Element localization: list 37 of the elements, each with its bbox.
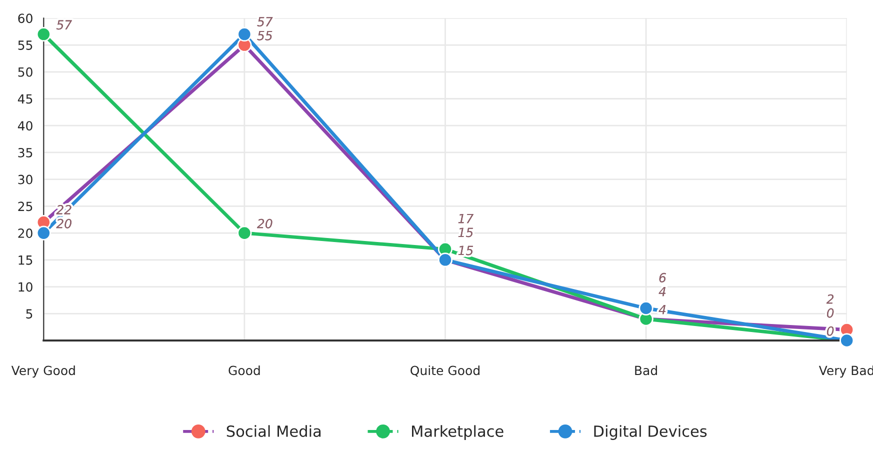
point xyxy=(36,226,51,240)
x-tick-label: Bad xyxy=(635,366,657,376)
data-label: 22 xyxy=(56,205,72,214)
y-tick-label: 15 xyxy=(18,256,32,265)
x-tick-label: Good xyxy=(228,366,260,376)
y-tick-label: 30 xyxy=(18,174,32,184)
y-tick-label: 40 xyxy=(18,121,32,131)
legend-label: Digital Devices xyxy=(594,425,707,440)
data-label: 55 xyxy=(257,31,272,40)
legend-label: Social Media xyxy=(226,425,321,437)
data-label: 20 xyxy=(256,218,272,228)
x-tick-label: Quite Good xyxy=(410,366,480,377)
y-tick-label: 60 xyxy=(18,14,32,24)
legend-label: Marketplace xyxy=(412,425,504,440)
y-tick-label: 45 xyxy=(18,94,32,104)
data-label: 0 xyxy=(826,308,834,318)
y-tick-label: 25 xyxy=(18,202,32,212)
y-tick-label: 20 xyxy=(18,228,32,238)
data-label: 17 xyxy=(458,214,474,224)
y-tick-label: 10 xyxy=(18,282,32,292)
point xyxy=(36,26,51,42)
y-tick-label: 35 xyxy=(18,148,32,158)
x-tick-label: Very Good xyxy=(11,366,75,378)
data-label: 15 xyxy=(458,246,473,256)
data-label: 57 xyxy=(257,17,273,26)
data-label: 2 xyxy=(826,294,834,304)
point xyxy=(237,26,252,42)
data-label: 20 xyxy=(56,218,72,228)
y-tick-label: 5 xyxy=(26,309,32,319)
y-tick-label: 55 xyxy=(18,40,32,50)
y-tick-label: 50 xyxy=(18,67,32,77)
data-label: 57 xyxy=(56,20,72,30)
point xyxy=(237,226,252,240)
point xyxy=(638,300,654,316)
data-label: 4 xyxy=(658,286,666,296)
data-label: 6 xyxy=(659,272,666,282)
data-label: 15 xyxy=(458,228,473,238)
